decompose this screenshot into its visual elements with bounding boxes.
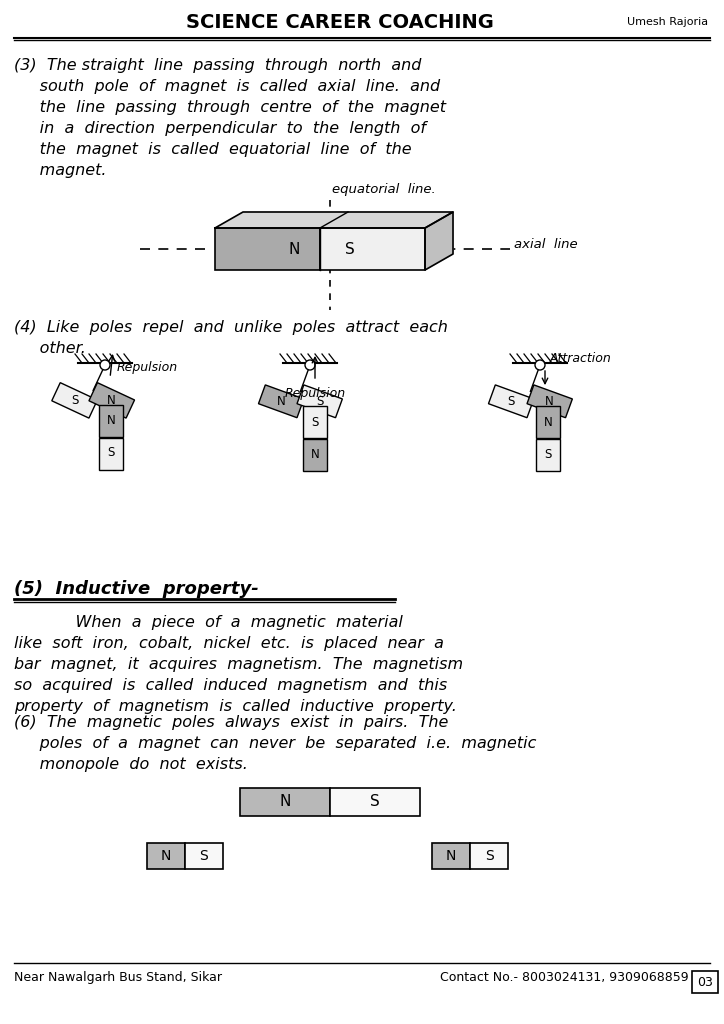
Bar (470, 843, 508, 869)
Text: poles  of  a  magnet  can  never  be  separated  i.e.  magnetic: poles of a magnet can never be separated… (14, 736, 536, 751)
Bar (303, 406, 327, 438)
Text: S: S (345, 242, 355, 256)
Text: (6)  The  magnetic  poles  always  exist  in  pairs.  The: (6) The magnetic poles always exist in p… (14, 715, 448, 730)
Polygon shape (258, 385, 304, 418)
Text: S: S (370, 795, 380, 810)
Bar (692, 971, 718, 993)
Text: monopole  do  not  exists.: monopole do not exists. (14, 757, 248, 772)
Polygon shape (527, 385, 573, 418)
Text: N: N (446, 849, 456, 863)
Bar (99, 438, 123, 470)
Text: S: S (107, 446, 114, 460)
Text: N: N (311, 447, 319, 461)
Text: Repulsion: Repulsion (285, 386, 346, 399)
Bar (536, 439, 560, 471)
Text: (5)  Inductive  property-: (5) Inductive property- (14, 580, 258, 598)
Polygon shape (489, 385, 534, 418)
Text: S: S (71, 394, 78, 407)
Text: Attraction: Attraction (550, 351, 612, 365)
Text: property  of  magnetism  is  called  inductive  property.: property of magnetism is called inductiv… (14, 699, 457, 714)
Bar (215, 228, 320, 270)
Text: like  soft  iron,  cobalt,  nickel  etc.  is  placed  near  a: like soft iron, cobalt, nickel etc. is p… (14, 636, 444, 651)
Text: in  a  direction  perpendicular  to  the  length  of: in a direction perpendicular to the leng… (14, 121, 426, 136)
Text: S: S (508, 395, 515, 408)
Text: N: N (544, 416, 552, 428)
Text: N: N (107, 394, 116, 407)
Text: bar  magnet,  it  acquires  magnetism.  The  magnetism: bar magnet, it acquires magnetism. The m… (14, 657, 463, 672)
Text: so  acquired  is  called  induced  magnetism  and  this: so acquired is called induced magnetism … (14, 678, 447, 693)
Text: (4)  Like  poles  repel  and  unlike  poles  attract  each: (4) Like poles repel and unlike poles at… (14, 319, 448, 335)
Text: axial  line: axial line (514, 239, 578, 252)
Bar (303, 439, 327, 471)
Bar (185, 843, 223, 869)
Text: N: N (277, 395, 285, 408)
Text: south  pole  of  magnet  is  called  axial  line.  and: south pole of magnet is called axial lin… (14, 79, 440, 94)
Bar (536, 406, 560, 438)
Text: Near Nawalgarh Bus Stand, Sikar: Near Nawalgarh Bus Stand, Sikar (14, 972, 222, 984)
Text: S: S (316, 395, 324, 408)
Polygon shape (425, 212, 453, 270)
Text: S: S (484, 849, 493, 863)
Bar (147, 843, 185, 869)
Bar (330, 788, 420, 816)
Circle shape (100, 360, 110, 370)
Text: Repulsion: Repulsion (117, 361, 178, 375)
Text: equatorial  line.: equatorial line. (332, 183, 436, 196)
Text: other.: other. (14, 341, 86, 356)
Text: S: S (311, 416, 319, 428)
Text: Contact No.- 8003024131, 9309068859: Contact No.- 8003024131, 9309068859 (440, 972, 689, 984)
Text: S: S (544, 447, 552, 461)
Text: the  line  passing  through  centre  of  the  magnet: the line passing through centre of the m… (14, 100, 446, 115)
Polygon shape (297, 385, 342, 418)
Polygon shape (52, 383, 98, 418)
Circle shape (305, 360, 315, 370)
Text: the  magnet  is  called  equatorial  line  of  the: the magnet is called equatorial line of … (14, 142, 412, 157)
Polygon shape (89, 383, 135, 418)
Text: N: N (288, 242, 300, 256)
Bar (320, 228, 425, 270)
Text: S: S (200, 849, 209, 863)
Text: N: N (545, 395, 554, 408)
Text: SCIENCE CAREER COACHING: SCIENCE CAREER COACHING (186, 12, 494, 32)
Bar (432, 843, 470, 869)
Bar (99, 406, 123, 437)
Text: N: N (161, 849, 171, 863)
Text: Umesh Rajoria: Umesh Rajoria (627, 17, 708, 27)
Text: 03: 03 (697, 976, 713, 988)
Text: N: N (279, 795, 291, 810)
Text: When  a  piece  of  a  magnetic  material: When a piece of a magnetic material (14, 615, 403, 630)
Text: N: N (106, 415, 115, 427)
Text: (3)  The straight  line  passing  through  north  and: (3) The straight line passing through no… (14, 58, 421, 73)
Bar (240, 788, 330, 816)
Polygon shape (215, 212, 453, 228)
Circle shape (535, 360, 545, 370)
Text: magnet.: magnet. (14, 163, 106, 178)
